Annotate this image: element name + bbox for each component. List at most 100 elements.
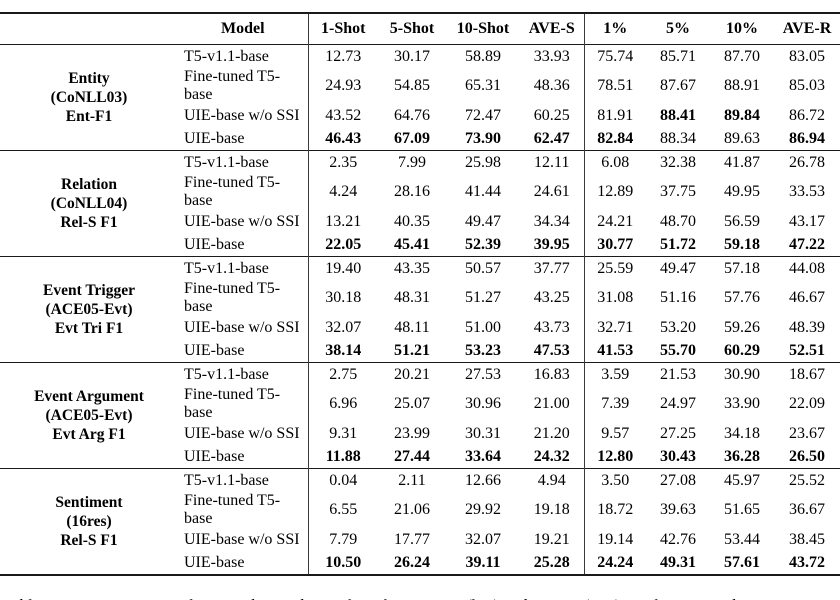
task-label: Event Argument (ACE05-Evt) Evt Arg F1 <box>0 363 178 469</box>
value-cell: 88.41 <box>660 106 696 124</box>
value-cell: 7.79 <box>307 528 378 551</box>
task-label: Relation (CoNLL04) Rel-S F1 <box>0 151 178 257</box>
value-cell: 18.67 <box>789 365 825 383</box>
task-label-line: Rel-S F1 <box>60 214 118 231</box>
col-header-aves: AVE-S <box>528 20 575 37</box>
value-cell: 87.67 <box>660 77 696 94</box>
task-label-line: Sentiment <box>55 494 123 511</box>
task-label-line: Evt Tri F1 <box>54 320 124 337</box>
value-cell: 48.70 <box>660 212 696 230</box>
value-cell: 18.72 <box>583 492 646 528</box>
table-header: Model 1-Shot 5-Shot 10-Shot AVE-S 1% 5% … <box>0 13 840 45</box>
value-cell: 34.34 <box>533 212 570 230</box>
value-cell: 11.88 <box>307 445 378 469</box>
model-name: UIE-base <box>184 341 245 359</box>
value-cell: 75.74 <box>583 44 646 68</box>
value-cell: 43.35 <box>394 259 430 277</box>
task-group: Event Argument (ACE05-Evt) Evt Arg F1 T5-v1… <box>0 362 840 469</box>
value-cell: 39.95 <box>533 235 570 253</box>
value-cell: 51.72 <box>660 235 696 253</box>
value-cell: 48.31 <box>394 289 430 306</box>
value-cell: 23.99 <box>394 424 430 442</box>
table-row: Fine-tuned T5-base 4.24 28.16 41.44 24.61 12.… <box>0 174 840 210</box>
value-cell: 24.61 <box>533 183 570 200</box>
value-cell: 50.57 <box>465 259 501 277</box>
task-header-cell <box>0 13 178 45</box>
value-cell: 83.05 <box>789 47 825 65</box>
task-group: Relation (CoNLL04) Rel-S F1 T5-v1.1-base 2.3… <box>0 150 840 257</box>
value-cell: 36.28 <box>724 447 760 465</box>
table-row: Fine-tuned T5-base 6.96 25.07 30.96 21.00 7.3… <box>0 386 840 422</box>
value-cell: 55.70 <box>660 341 696 359</box>
value-cell: 51.27 <box>465 289 501 306</box>
value-cell: 57.61 <box>724 553 760 571</box>
value-cell: 48.11 <box>394 318 430 336</box>
value-cell: 57.76 <box>724 289 760 306</box>
value-cell: 46.43 <box>307 127 378 151</box>
value-cell: 67.09 <box>394 129 430 147</box>
value-cell: 73.90 <box>465 129 501 147</box>
value-cell: 43.25 <box>533 289 570 306</box>
value-cell: 26.78 <box>789 153 825 171</box>
task-label-line: Ent-F1 <box>65 108 113 125</box>
value-cell: 26.24 <box>394 553 430 571</box>
value-cell: 42.76 <box>660 530 696 548</box>
value-cell: 25.28 <box>533 553 570 571</box>
value-cell: 27.44 <box>394 447 430 465</box>
value-cell: 49.95 <box>724 183 760 200</box>
table-row: UIE-base w/o SSI 32.07 48.11 51.00 43.73 32.7… <box>0 316 840 339</box>
value-cell: 53.23 <box>465 341 501 359</box>
value-cell: 12.73 <box>307 44 378 68</box>
value-cell: 30.18 <box>307 280 378 316</box>
value-cell: 56.59 <box>724 212 760 230</box>
value-cell: 25.52 <box>789 471 825 489</box>
model-name: Fine-tuned T5-base <box>184 280 281 315</box>
table-row: UIE-base w/o SSI 7.79 17.77 32.07 19.21 19.14… <box>0 528 840 551</box>
task-label-line: Entity <box>68 70 110 87</box>
value-cell: 6.96 <box>307 386 378 422</box>
value-cell: 45.41 <box>394 235 430 253</box>
table-row: UIE-base w/o SSI 13.21 40.35 49.47 34.34 24.2… <box>0 210 840 233</box>
model-name: UIE-base <box>184 553 245 571</box>
value-cell: 30.31 <box>465 424 501 442</box>
value-cell: 20.21 <box>394 365 430 383</box>
value-cell: 60.29 <box>724 341 760 359</box>
task-label: Entity (CoNLL03) Ent-F1 <box>0 45 178 151</box>
value-cell: 7.99 <box>398 153 426 171</box>
model-name: Fine-tuned T5-base <box>184 174 281 209</box>
value-cell: 60.25 <box>533 106 570 124</box>
model-name: T5-v1.1-base <box>184 47 269 65</box>
value-cell: 24.32 <box>533 447 570 465</box>
value-cell: 33.93 <box>533 47 570 65</box>
table-row: UIE-base w/o SSI 43.52 64.76 72.47 60.25 81.9… <box>0 104 840 127</box>
task-label-line: (ACE05-Evt) <box>45 301 133 318</box>
model-name: T5-v1.1-base <box>184 365 269 383</box>
value-cell: 51.65 <box>724 501 760 518</box>
task-label: Event Trigger (ACE05-Evt) Evt Tri F1 <box>0 257 178 363</box>
value-cell: 41.87 <box>724 153 760 171</box>
table-row: UIE-base 10.50 26.24 39.11 25.28 24.24 49.31 57… <box>0 551 840 575</box>
value-cell: 54.85 <box>394 77 430 94</box>
value-cell: 46.67 <box>789 289 825 306</box>
value-cell: 28.16 <box>394 183 430 200</box>
value-cell: 62.47 <box>533 129 570 147</box>
value-cell: 30.43 <box>660 447 696 465</box>
value-cell: 41.44 <box>465 183 501 200</box>
value-cell: 49.47 <box>660 259 696 277</box>
value-cell: 38.14 <box>307 339 378 363</box>
model-name: UIE-base <box>184 235 245 253</box>
value-cell: 32.38 <box>660 153 696 171</box>
model-name: T5-v1.1-base <box>184 153 269 171</box>
caption-ave-s: AVE-S <box>417 596 466 600</box>
value-cell: 2.11 <box>398 471 426 489</box>
table-row: Event Argument (ACE05-Evt) Evt Arg F1 T5-v1… <box>0 362 840 443</box>
value-cell: 82.84 <box>583 127 646 151</box>
value-cell: 33.64 <box>465 447 501 465</box>
value-cell: 89.63 <box>724 129 760 147</box>
header-row: Model 1-Shot 5-Shot 10-Shot AVE-S 1% 5% … <box>0 13 840 45</box>
col-header-aver: AVE-R <box>782 20 832 37</box>
value-cell: 47.53 <box>533 341 570 359</box>
col-header-1pct: 1% <box>583 13 646 45</box>
value-cell: 6.08 <box>583 150 646 174</box>
